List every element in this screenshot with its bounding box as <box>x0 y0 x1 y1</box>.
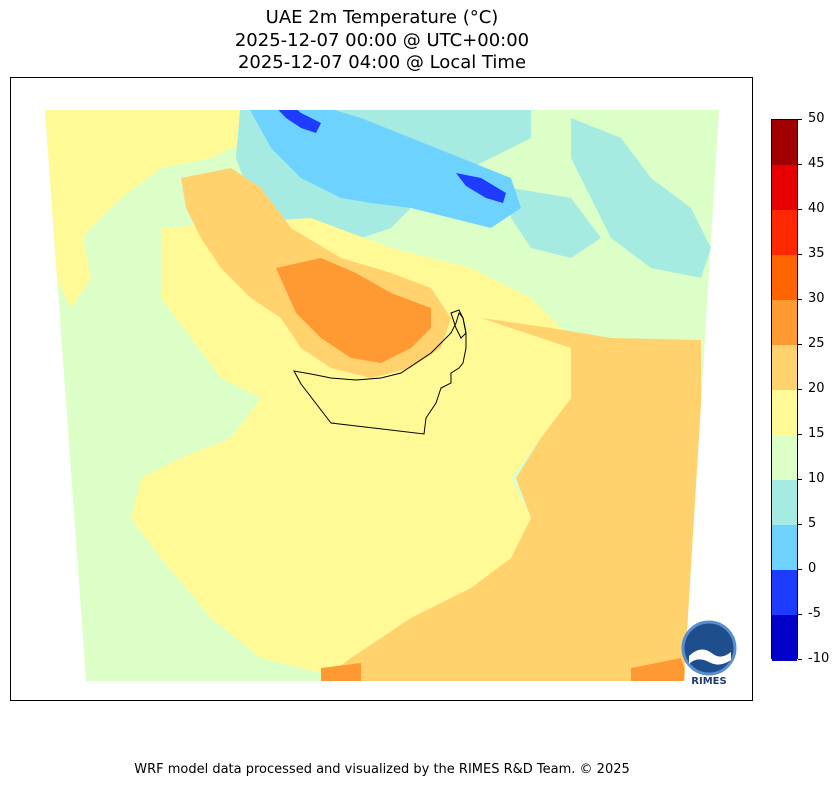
colorbar-segment <box>772 570 797 616</box>
colorbar-tick-label: 10 <box>808 471 825 486</box>
band-5-10-northeast <box>571 118 711 278</box>
colorbar-tick-label: 45 <box>808 156 825 171</box>
colorbar-tick <box>798 209 802 210</box>
band-25-30-patch <box>321 663 361 681</box>
band-15-20-north <box>45 110 271 258</box>
colorbar-segment <box>772 165 797 211</box>
colorbar-tick-label: 25 <box>808 336 825 351</box>
colorbar-tick <box>798 254 802 255</box>
map-title: UAE 2m Temperature (°C) <box>265 7 499 28</box>
colorbar-tick <box>798 344 802 345</box>
colorbar-tick <box>798 164 802 165</box>
colorbar-tick <box>798 119 802 120</box>
colorbar-tick <box>798 479 802 480</box>
colorbar-tick <box>798 299 802 300</box>
colorbar-tick-label: 5 <box>808 516 817 531</box>
colorbar-tick-label: 15 <box>808 426 825 441</box>
colorbar-segment <box>772 525 797 571</box>
colorbar-segment <box>772 255 797 301</box>
band-15-20-west <box>51 218 91 308</box>
colorbar-tick-label: 35 <box>808 246 825 261</box>
band-20-25-southeast <box>311 318 701 681</box>
colorbar-tick <box>798 659 802 660</box>
logo-text: RIMES <box>691 676 726 687</box>
colorbar-segment <box>772 615 797 661</box>
colorbar-tick <box>798 434 802 435</box>
colorbar-tick <box>798 389 802 390</box>
band-25-30-patch <box>631 658 691 681</box>
band-5-10-east <box>511 188 601 258</box>
band-25-30-gulf <box>276 258 431 363</box>
footer-credit: WRF model data processed and visualized … <box>134 762 630 777</box>
colorbar-tick-label: -10 <box>808 651 830 666</box>
band-minus5-0-patch <box>456 173 506 203</box>
colorbar <box>771 119 798 661</box>
colorbar-segment <box>772 210 797 256</box>
colorbar-tick <box>798 569 802 570</box>
colorbar-segment <box>772 300 797 346</box>
colorbar-tick-label: 0 <box>808 561 817 576</box>
colorbar-tick-label: 40 <box>808 201 825 216</box>
colorbar-segment <box>772 345 797 391</box>
rimes-logo-icon: RIMES <box>681 620 737 687</box>
musandam-outline <box>450 309 467 339</box>
colorbar-tick-label: 30 <box>808 291 825 306</box>
local-time-subtitle: 2025-12-07 04:00 @ Local Time <box>237 52 527 73</box>
band-15-20-central <box>131 218 571 678</box>
map-panel: RIMES <box>10 77 753 701</box>
colorbar-tick <box>798 614 802 615</box>
colorbar-segment <box>772 120 797 166</box>
temperature-map <box>45 110 719 681</box>
colorbar-tick-label: 50 <box>808 111 825 126</box>
band-0-5-north <box>249 110 521 228</box>
colorbar-tick-label: 20 <box>808 381 825 396</box>
band-minus5-0-patch <box>269 110 321 133</box>
colorbar-tick <box>798 524 802 525</box>
colorbar-tick-label: -5 <box>808 606 821 621</box>
utc-time-subtitle: 2025-12-07 00:00 @ UTC+00:00 <box>234 30 530 51</box>
colorbar-segment <box>772 390 797 436</box>
colorbar-segment <box>772 435 797 481</box>
colorbar-segment <box>772 480 797 526</box>
